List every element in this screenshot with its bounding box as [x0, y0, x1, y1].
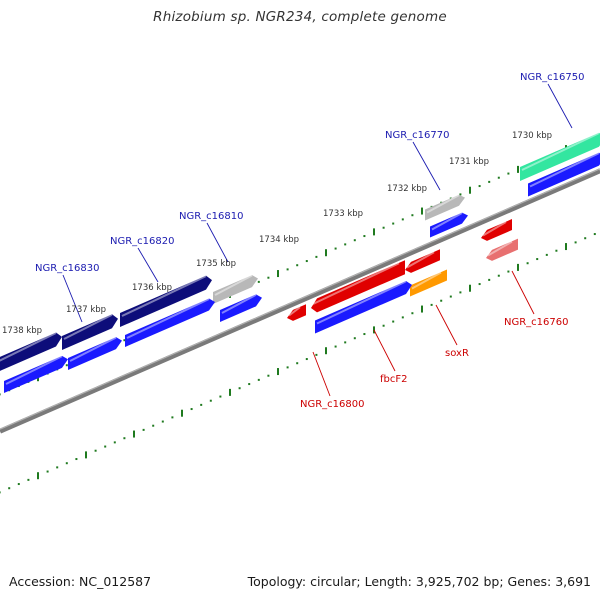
gene-label-leader	[137, 247, 159, 283]
gene-label-leader	[373, 329, 396, 372]
gene-label: NGR_c16750	[520, 72, 585, 83]
gene-ngr-c16810	[213, 274, 258, 304]
gene-label: NGR_c16810	[179, 211, 244, 222]
scale-tick-label: 1736 kbp	[132, 283, 172, 293]
gene-red-small	[405, 249, 440, 273]
accession-text: Accession: NC_012587	[9, 574, 152, 589]
scale-tick-label: 1730 kbp	[512, 131, 552, 141]
gene-label-leader	[435, 304, 458, 346]
backbone-line	[0, 168, 600, 434]
gene-ngr-c16770	[425, 194, 465, 221]
scale-tick-label: 1733 kbp	[323, 209, 363, 219]
gene-label: NGR_c16820	[110, 236, 175, 247]
gene-ngr-c16820-a	[62, 313, 118, 350]
gene-fbcF2	[311, 260, 405, 313]
cds-b	[68, 336, 122, 370]
gene-ngr-c16760-b	[486, 238, 518, 261]
gene-ngr-c16760-a	[481, 219, 512, 241]
map-title: Rhizobium sp. NGR234, complete genome	[153, 9, 447, 25]
backbone-highlight	[0, 168, 600, 430]
genome-backbone	[0, 168, 600, 434]
cds-fbcF2	[315, 280, 412, 334]
gene-label: NGR_c16760	[504, 317, 569, 328]
gene-label: NGR_c16830	[35, 263, 100, 274]
gene-label-leader	[312, 351, 331, 397]
label-leader-lines	[62, 83, 573, 397]
scale-tick-label: 1732 kbp	[387, 184, 427, 194]
scale-tick-label: 1731 kbp	[449, 157, 489, 167]
gene-label: NGR_c16770	[385, 130, 450, 141]
cds-e	[430, 212, 468, 238]
gene-label-leader	[62, 274, 83, 323]
cds-a	[4, 355, 68, 393]
scale-tick-label: 1738 kbp	[2, 326, 42, 336]
gene-label-leader	[412, 141, 441, 191]
gene-label: NGR_c16800	[300, 399, 365, 410]
gene-soxR	[410, 269, 447, 297]
gene-labels: NGR_c16750 NGR_c16770 NGR_c16810 NGR_c16820…	[35, 72, 585, 410]
cds-f	[528, 152, 600, 197]
inner-scale-dots	[0, 233, 596, 494]
cds-c	[125, 298, 215, 347]
scale-tick-label: 1735 kbp	[196, 259, 236, 269]
gene-ngr-c16830	[0, 332, 62, 371]
gene-features	[0, 132, 600, 393]
gene-label-leader	[547, 83, 573, 129]
scale-tick-label: 1734 kbp	[259, 235, 299, 245]
scale-tick-labels: 1738 kbp 1737 kbp 1736 kbp 1735 kbp 1734 kbp…	[2, 131, 552, 336]
gene-label-leader	[511, 270, 535, 315]
gene-ngr-c16750	[520, 132, 600, 181]
gene-ngr-c16820-b	[120, 275, 212, 327]
cds-d	[220, 293, 262, 322]
scale-tick-label: 1737 kbp	[66, 305, 106, 315]
gene-label-leader	[206, 222, 229, 263]
genome-summary-text: Topology: circular; Length: 3,925,702 bp…	[247, 574, 591, 589]
gene-ngr-c16800	[287, 304, 306, 321]
gene-label: fbcF2	[380, 374, 407, 385]
gene-label: soxR	[445, 348, 469, 359]
